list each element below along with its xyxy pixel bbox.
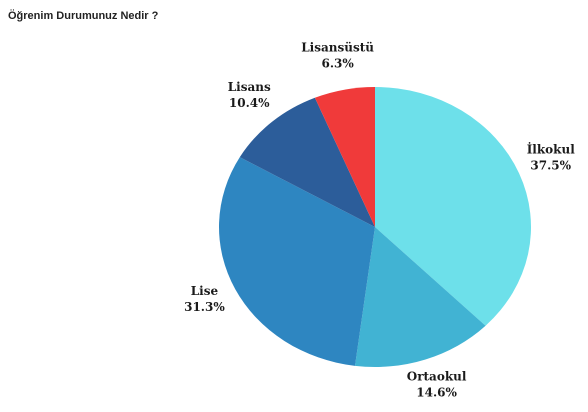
chart-title: Öğrenim Durumunuz Nedir ?: [8, 9, 159, 22]
slice-value-label: 6.3%: [321, 57, 354, 71]
pie-slice: [314, 87, 375, 227]
slice-value-label: 14.6%: [416, 386, 457, 400]
slice-value-label: 31.3%: [184, 300, 225, 314]
pie-slice: [354, 227, 486, 367]
pie-slice: [375, 87, 531, 326]
pie-slice: [239, 97, 375, 228]
slice-label: Lisans: [228, 80, 271, 94]
slice-label: Lisansüstü: [301, 41, 374, 55]
slice-label: Lise: [191, 284, 219, 298]
slice-label: Ortaokul: [407, 370, 467, 384]
slice-value-label: 10.4%: [229, 96, 270, 110]
slice-label: İlkokul: [527, 141, 576, 156]
slice-value-label: 37.5%: [530, 158, 571, 172]
pie-slice: [218, 157, 375, 366]
